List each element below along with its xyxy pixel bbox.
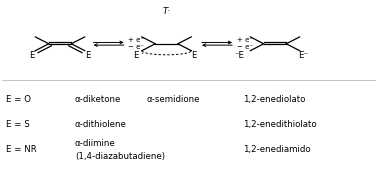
- Text: + e⁻: + e⁻: [237, 37, 253, 43]
- Text: + e⁻: + e⁻: [129, 37, 144, 43]
- Text: α-dithiolene: α-dithiolene: [75, 120, 127, 129]
- Text: α-diimine: α-diimine: [75, 139, 116, 148]
- Text: E = O: E = O: [6, 95, 31, 104]
- Text: E = S: E = S: [6, 120, 29, 129]
- Text: ·: ·: [141, 49, 144, 59]
- Text: E = NR: E = NR: [6, 145, 37, 154]
- Text: α-diketone: α-diketone: [75, 95, 121, 104]
- Text: ⁻E: ⁻E: [234, 51, 244, 60]
- Text: E: E: [29, 51, 35, 60]
- Text: E: E: [133, 51, 138, 60]
- Text: T·: T·: [163, 7, 170, 16]
- Text: − e⁻: − e⁻: [129, 44, 144, 50]
- Text: 1,2-enedithiolato: 1,2-enedithiolato: [243, 120, 317, 129]
- Text: E⁻: E⁻: [298, 51, 308, 60]
- Text: E: E: [85, 51, 91, 60]
- Text: E: E: [192, 51, 197, 60]
- Text: 1,2-enediolato: 1,2-enediolato: [243, 95, 305, 104]
- Text: 1,2-enediamido: 1,2-enediamido: [243, 145, 311, 154]
- Text: − e⁻: − e⁻: [237, 44, 253, 50]
- Text: α-semidione: α-semidione: [146, 95, 200, 104]
- Text: (1,4-diazabutadiene): (1,4-diazabutadiene): [75, 152, 165, 161]
